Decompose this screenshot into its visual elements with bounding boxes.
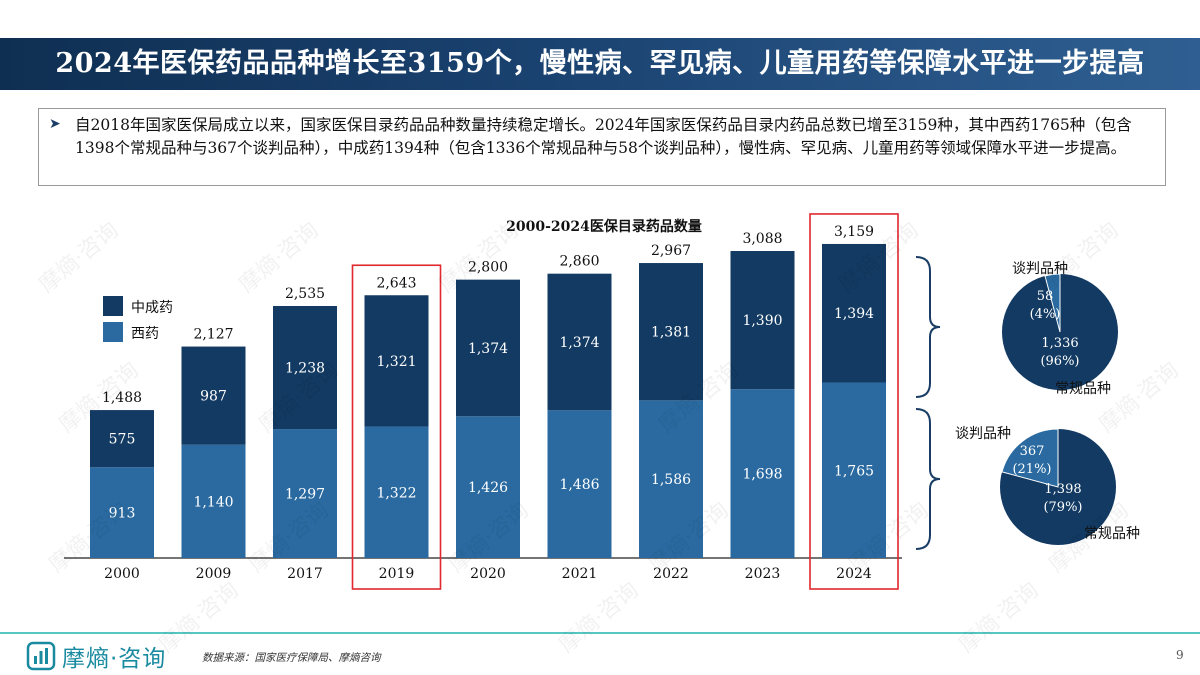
bar-western	[456, 416, 520, 558]
bar-tcm	[639, 263, 703, 401]
building-logo-icon	[26, 641, 56, 671]
summary-box: ➤ 自2018年国家医保局成立以来，国家医保目录药品品种数量持续稳定增长。202…	[38, 108, 1166, 186]
pie-slice-negotiated-2	[1001, 428, 1059, 488]
bar-total-label: 2,535	[285, 286, 325, 302]
pie-value-regular-2: 1,398	[1044, 482, 1081, 497]
bar-label-tcm: 1,238	[285, 361, 325, 377]
legend-swatch-tcm	[103, 296, 123, 316]
title-bar: 2024年医保药品品种增长至3159个，慢性病、罕见病、儿童用药等保障水平进一步…	[0, 38, 1200, 90]
bar-label-western: 1,765	[834, 463, 874, 479]
pie-pct-negotiated-1: (4%)	[1030, 307, 1061, 322]
legend-label-tcm: 中成药	[131, 300, 173, 316]
pie-name-negotiated-2: 谈判品种	[955, 426, 1011, 442]
x-tick-label: 2020	[470, 566, 506, 582]
pie-value-regular-1: 1,336	[1041, 336, 1078, 351]
bar-western	[181, 444, 246, 558]
bar-label-tcm: 1,390	[742, 313, 782, 329]
footer-line	[0, 632, 1200, 634]
bar-western	[547, 410, 612, 558]
x-tick-label: 2022	[653, 566, 689, 582]
bar-label-tcm: 575	[109, 432, 136, 448]
pie-value-negotiated-2: 367	[1020, 444, 1045, 459]
page-number: 9	[1176, 648, 1184, 662]
bar-tcm	[273, 305, 337, 430]
bar-label-tcm: 1,381	[651, 325, 691, 341]
logo-text: 摩熵·咨询	[62, 646, 167, 672]
x-tick-label: 2021	[562, 566, 598, 582]
arrow-right-icon: ➤	[49, 116, 61, 132]
x-tick-label: 2017	[287, 566, 323, 582]
legend-label-western: 西药	[131, 326, 159, 342]
page-title: 2024年医保药品品种增长至3159个，慢性病、罕见病、儿童用药等保障水平进一步…	[55, 48, 1145, 79]
bar-label-western: 1,486	[559, 477, 599, 493]
summary-text: 自2018年国家医保局成立以来，国家医保目录药品品种数量持续稳定增长。2024年…	[75, 116, 1132, 157]
bar-total-label: 2,860	[559, 254, 599, 270]
bar-label-tcm: 987	[200, 389, 227, 405]
bar-label-tcm: 1,394	[834, 306, 874, 322]
bar-western	[364, 426, 429, 558]
logo: 摩熵·咨询	[26, 640, 166, 672]
bar-label-tcm: 1,374	[468, 341, 508, 357]
pie-pct-regular-2: (79%)	[1043, 500, 1082, 515]
bar-tcm	[822, 243, 886, 383]
x-tick-label: 2009	[196, 566, 232, 582]
bar-label-western: 1,140	[193, 494, 233, 510]
brace-tcm	[915, 256, 941, 398]
data-source: 数据来源：国家医疗保障局、摩熵咨询	[202, 652, 381, 664]
highlight-box	[351, 264, 442, 590]
brace-western	[915, 408, 941, 550]
bar-total-label: 3,159	[834, 224, 874, 240]
bar-western	[822, 382, 886, 558]
bar-total-label: 1,488	[102, 390, 142, 406]
bar-label-western: 1,322	[376, 485, 416, 501]
pie-pct-regular-1: (96%)	[1040, 354, 1079, 369]
bar-tcm	[547, 273, 612, 411]
x-tick-label: 2024	[836, 566, 872, 582]
bar-western	[273, 429, 337, 558]
legend-swatch-western	[103, 322, 123, 342]
pie-slice-negotiated-1	[1044, 273, 1061, 333]
bar-total-label: 3,088	[742, 231, 782, 247]
bar-western	[730, 389, 795, 558]
bar-tcm	[181, 346, 246, 445]
bar-tcm	[364, 295, 429, 427]
pie-name-negotiated-1: 谈判品种	[1012, 261, 1068, 277]
bar-label-tcm: 1,321	[376, 354, 416, 370]
chart-title: 2000-2024医保目录药品数量	[506, 219, 702, 235]
bar-total-label: 2,643	[376, 275, 416, 291]
pie-name-regular-1: 常规品种	[1055, 381, 1111, 397]
bar-total-label: 2,967	[651, 243, 691, 259]
x-tick-label: 2023	[745, 566, 781, 582]
bar-tcm	[456, 279, 520, 417]
bar-western	[90, 467, 154, 558]
bar-total-label: 2,127	[193, 327, 233, 343]
bar-label-western: 1,426	[468, 480, 508, 496]
bar-label-western: 1,698	[742, 467, 782, 483]
pie-pct-negotiated-2: (21%)	[1012, 462, 1051, 477]
bar-label-western: 1,297	[285, 487, 325, 503]
bar-total-label: 2,800	[468, 260, 508, 276]
highlight-box	[809, 213, 899, 590]
bar-tcm	[90, 410, 154, 468]
bar-tcm	[730, 251, 795, 390]
pie-value-negotiated-1: 58	[1037, 289, 1054, 304]
x-tick-label: 2000	[104, 566, 140, 582]
x-tick-label: 2019	[379, 566, 415, 582]
bar-western	[639, 400, 703, 558]
pie-name-regular-2: 常规品种	[1084, 526, 1140, 542]
bar-label-western: 1,586	[651, 472, 691, 488]
bar-label-western: 913	[109, 506, 136, 522]
bar-label-tcm: 1,374	[559, 335, 599, 351]
